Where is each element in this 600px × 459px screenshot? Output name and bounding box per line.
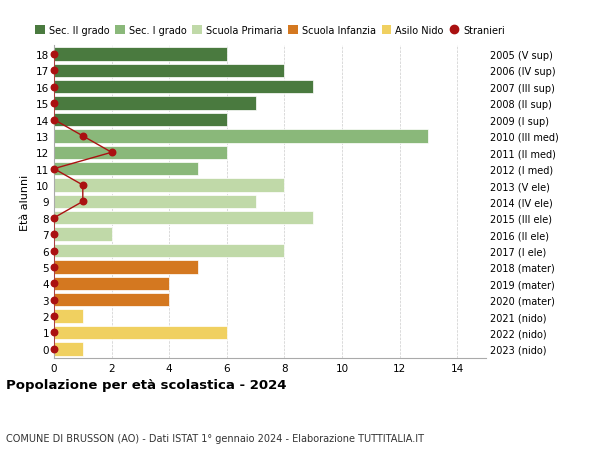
Bar: [54, 179, 284, 192]
Bar: [54, 65, 284, 78]
Legend: Sec. II grado, Sec. I grado, Scuola Primaria, Scuola Infanzia, Asilo Nido, Stran: Sec. II grado, Sec. I grado, Scuola Prim…: [31, 22, 509, 39]
Bar: [54, 310, 83, 323]
Point: [49, 100, 59, 107]
Bar: [54, 113, 227, 127]
Point: [78, 198, 88, 206]
Bar: [54, 146, 227, 160]
Point: [49, 215, 59, 222]
Point: [78, 133, 88, 140]
Bar: [54, 326, 227, 339]
Bar: [54, 48, 227, 62]
Bar: [54, 342, 83, 356]
Bar: [54, 261, 198, 274]
Text: COMUNE DI BRUSSON (AO) - Dati ISTAT 1° gennaio 2024 - Elaborazione TUTTITALIA.IT: COMUNE DI BRUSSON (AO) - Dati ISTAT 1° g…: [6, 433, 424, 442]
Point: [49, 166, 59, 173]
Bar: [54, 97, 256, 111]
Point: [49, 313, 59, 320]
Bar: [54, 212, 313, 225]
Bar: [54, 81, 313, 94]
Point: [78, 182, 88, 189]
Point: [49, 280, 59, 287]
Bar: [54, 162, 198, 176]
Point: [49, 67, 59, 75]
Bar: [54, 130, 428, 143]
Point: [49, 263, 59, 271]
Point: [49, 231, 59, 238]
Point: [49, 297, 59, 304]
Point: [49, 247, 59, 255]
Point: [49, 84, 59, 91]
Point: [49, 51, 59, 59]
Point: [49, 329, 59, 336]
Bar: [54, 293, 169, 307]
Bar: [54, 195, 256, 209]
Point: [49, 117, 59, 124]
Bar: [54, 277, 169, 291]
Bar: [54, 244, 284, 257]
Point: [107, 149, 116, 157]
Y-axis label: Età alunni: Età alunni: [20, 174, 31, 230]
Text: Popolazione per età scolastica - 2024: Popolazione per età scolastica - 2024: [6, 378, 287, 391]
Point: [49, 345, 59, 353]
Bar: [54, 228, 112, 241]
